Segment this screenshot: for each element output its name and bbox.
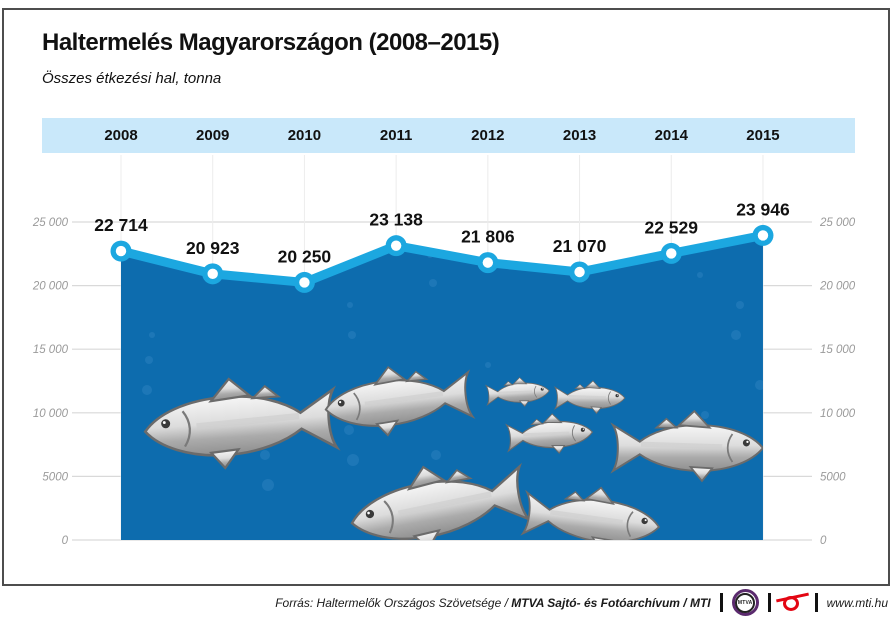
y-tick-right: 15 000 xyxy=(820,344,856,356)
bubble xyxy=(344,425,354,435)
bubble xyxy=(145,356,153,364)
bubble xyxy=(431,450,441,460)
mtva-logo-text: MTVA xyxy=(737,599,753,606)
year-axis-band: 2008 2009 2010 2011 2012 2013 2014 2015 xyxy=(42,118,855,153)
footer-bar: Forrás: Haltermelők Országos Szövetsége … xyxy=(275,588,888,617)
value-label-2009: 20 923 xyxy=(186,238,240,258)
bubble xyxy=(142,385,152,395)
bubble xyxy=(485,362,491,368)
bubble xyxy=(149,332,155,338)
y-tick-left: 15 000 xyxy=(33,344,69,356)
bubble xyxy=(731,330,741,340)
bubble xyxy=(619,246,627,254)
y-tick-left: 0 xyxy=(62,535,69,547)
year-label-2008: 2008 xyxy=(104,127,138,144)
page-subtitle: Összes étkezési hal, tonna xyxy=(42,70,222,87)
value-label-2011: 23 138 xyxy=(369,210,423,230)
bubble xyxy=(697,272,703,278)
footer-divider xyxy=(767,593,771,612)
website-link[interactable]: www.mti.hu xyxy=(826,595,888,610)
y-tick-left: 25 000 xyxy=(32,217,69,229)
mti-logo-icon xyxy=(775,591,809,615)
y-tick-left: 5000 xyxy=(42,471,68,483)
bubble xyxy=(429,279,437,287)
value-label-2015: 23 946 xyxy=(736,199,790,219)
trend-line xyxy=(116,230,768,287)
year-label-2014: 2014 xyxy=(654,127,688,144)
year-label-2012: 2012 xyxy=(471,127,505,144)
y-tick-right: 20 000 xyxy=(819,281,856,293)
year-label-2015: 2015 xyxy=(746,127,780,144)
value-label-2012: 21 806 xyxy=(461,227,515,247)
bubble xyxy=(348,331,356,339)
bubble xyxy=(736,301,744,309)
y-tick-right: 5000 xyxy=(820,471,846,483)
page-title: Haltermelés Magyarországon (2008–2015) xyxy=(42,29,500,56)
source-prefix: Forrás: Haltermelők Országos Szövetsége … xyxy=(275,595,512,610)
year-label-2010: 2010 xyxy=(287,127,322,144)
bubble xyxy=(347,454,359,466)
y-tick-left: 10 000 xyxy=(33,408,69,420)
area-fill xyxy=(121,235,763,540)
value-label-2010: 20 250 xyxy=(278,246,332,266)
source-bold: MTVA Sajtó- és Fotóarchívum / MTI xyxy=(511,595,711,610)
footer-divider xyxy=(814,593,818,612)
bubble xyxy=(553,207,559,213)
source-credit: Forrás: Haltermelők Országos Szövetsége … xyxy=(275,596,710,610)
year-label-2011: 2011 xyxy=(379,127,413,144)
y-tick-right: 25 000 xyxy=(819,217,856,229)
bubble xyxy=(755,380,763,390)
y-tick-right: 10 000 xyxy=(820,408,856,420)
bubble xyxy=(701,411,709,419)
mtva-logo-icon: MTVA xyxy=(731,589,759,616)
footer-divider xyxy=(719,593,723,612)
bubble xyxy=(260,450,270,460)
year-label-2009: 2009 xyxy=(196,127,230,144)
y-tick-left: 20 000 xyxy=(32,281,69,293)
y-tick-right: 0 xyxy=(820,535,827,547)
value-label-2008: 22 714 xyxy=(94,215,148,235)
value-label-2014: 22 529 xyxy=(644,217,698,237)
bubble xyxy=(262,479,274,491)
year-label-2013: 2013 xyxy=(562,127,597,144)
fish-production-area-chart: 25 000 25 000 20 000 20 000 15 000 15 000 10 0… xyxy=(32,155,856,547)
value-label-2013: 21 070 xyxy=(553,236,607,256)
bubble xyxy=(347,302,353,308)
